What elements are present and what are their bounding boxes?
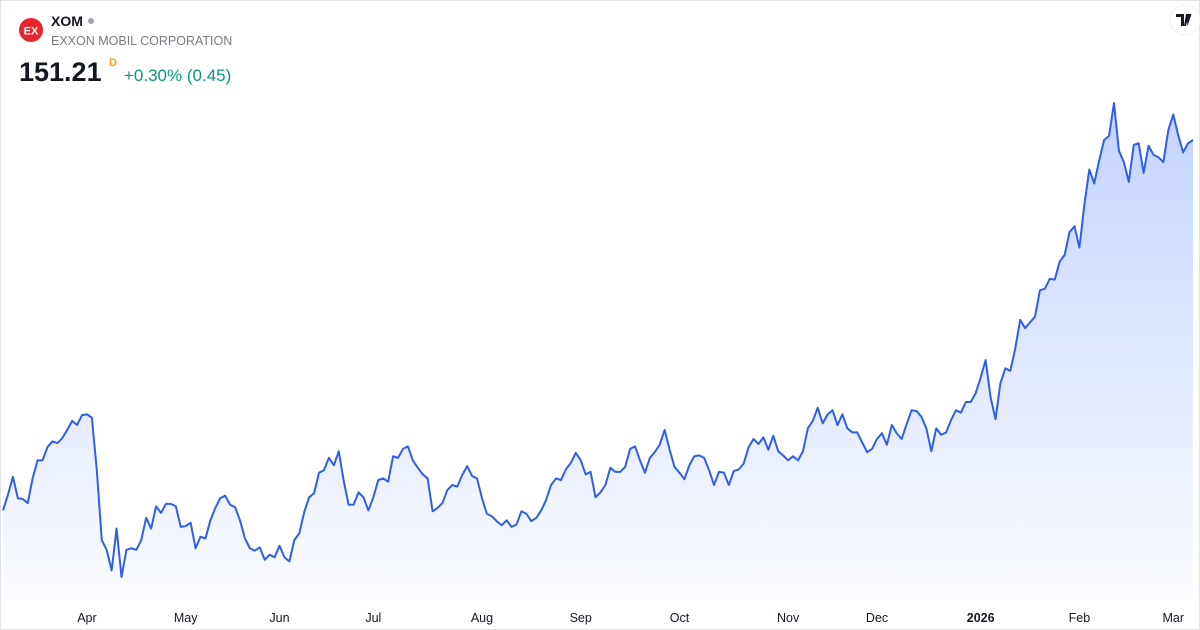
change: +0.30% (0.45) (124, 66, 231, 85)
tv-logo[interactable] (1169, 4, 1200, 36)
status-dot (88, 18, 94, 24)
plot: Apr May Jun Jul Aug Sep Oct Nov Dec 2026 Feb Mar (2, 102, 1194, 625)
x-tick-label: Dec (866, 611, 888, 625)
x-tick-label: Jul (365, 611, 381, 625)
area-fill (3, 103, 1193, 600)
price-line (2, 102, 1194, 578)
company: EXXON MOBIL CORPORATION (51, 34, 232, 48)
symbol: XOM (51, 13, 83, 29)
x-tick-label: Jun (269, 611, 289, 625)
interval: D (109, 57, 117, 69)
x-tick-label: 2026 (967, 611, 995, 625)
x-tick-label: Apr (77, 611, 96, 625)
price: 151.21 (19, 57, 102, 87)
x-tick-label: Nov (777, 611, 800, 625)
tv-mark (1176, 14, 1192, 26)
x-tick-label: Oct (670, 611, 690, 625)
x-tick-label: Sep (570, 611, 592, 625)
logo (19, 18, 43, 42)
x-tick-label: Feb (1069, 611, 1091, 625)
logo-text: EX (24, 26, 39, 38)
x-tick-label: May (174, 611, 198, 625)
x-tick-label: Aug (471, 611, 493, 625)
x-tick-label: Mar (1162, 611, 1184, 625)
